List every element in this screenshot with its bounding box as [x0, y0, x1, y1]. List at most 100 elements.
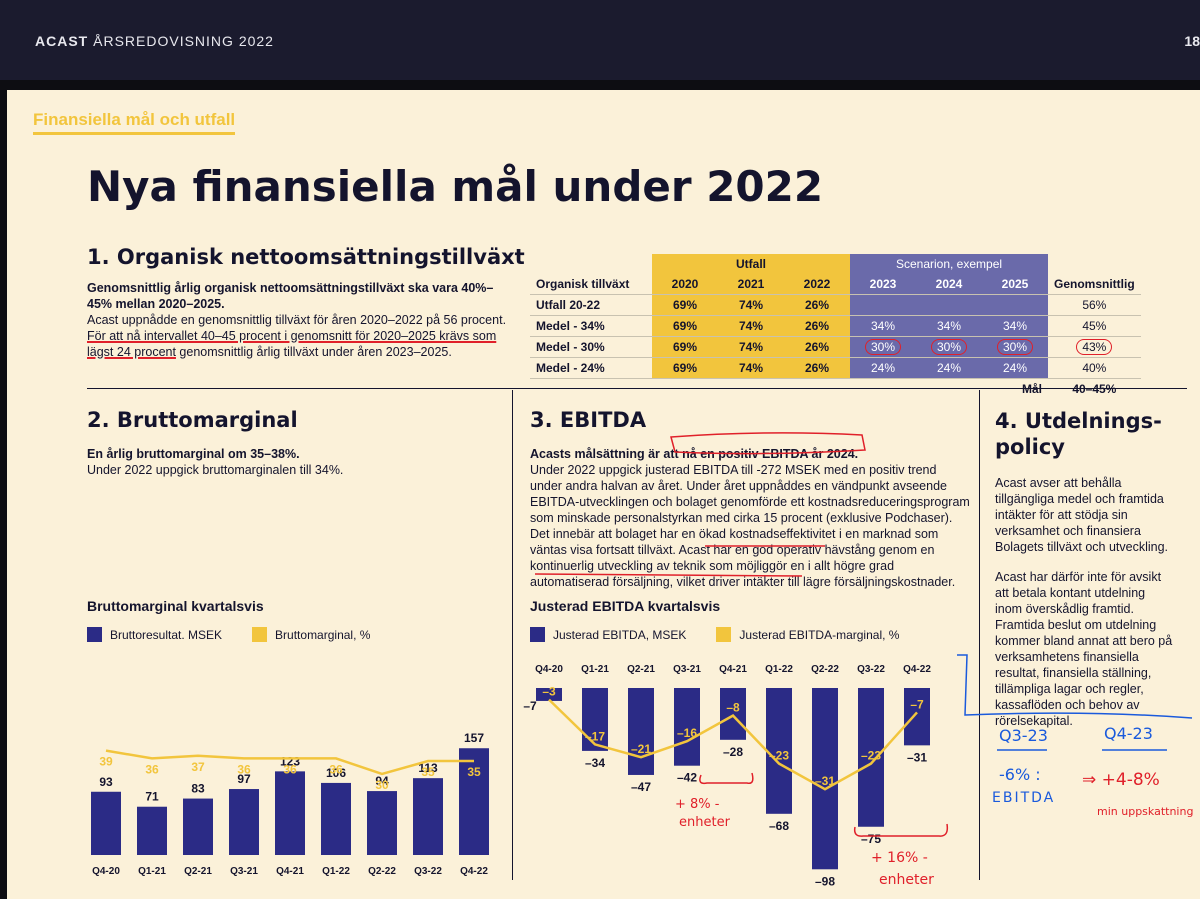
- group-utfall: Utfall: [652, 254, 850, 274]
- goal-value: 40–45%: [1072, 382, 1117, 396]
- ebitda-margin-value-label: –16: [677, 726, 697, 740]
- x-tick-label: Q4-22: [460, 866, 488, 877]
- chart1-legend: Bruttoresultat. MSEK Bruttomarginal, %: [87, 627, 370, 642]
- avg-header: Genomsnittlig: [1048, 274, 1141, 295]
- gross-profit-bar: [137, 806, 167, 855]
- ebitda-bar: [904, 688, 930, 746]
- ebitda-bar: [812, 688, 838, 870]
- divider: [512, 390, 513, 880]
- bar-value-label: 97: [237, 772, 251, 786]
- x-tick-label: Q2-22: [811, 664, 839, 675]
- ink-note: min uppskattning: [1097, 805, 1194, 818]
- margin-line: [105, 749, 474, 776]
- year-header: 2022: [784, 274, 850, 295]
- x-tick-label: Q1-22: [322, 866, 350, 877]
- ebitda-margin-value-label: –17: [585, 729, 605, 743]
- ink-q4: Q4-23: [1104, 724, 1153, 743]
- bar-value-label: 71: [145, 790, 159, 804]
- top-bar: ACAST ÅRSREDOVISNING 2022 18: [0, 0, 1200, 80]
- x-tick-label: Q3-21: [230, 866, 258, 877]
- gross-profit-bar: [183, 798, 213, 855]
- year-header: 2024: [916, 274, 982, 295]
- ink-annotations: [534, 432, 1193, 837]
- x-tick-label: Q1-21: [581, 664, 609, 675]
- ink-plus16a: + 16% -: [871, 850, 928, 866]
- chart2-title: Justerad EBITDA kvartalsvis: [530, 598, 721, 614]
- goal-row: Mål 40–45%: [530, 379, 1141, 400]
- bar-value-label: 94: [375, 774, 389, 788]
- bar-value-label: 113: [418, 761, 438, 775]
- section4-text: Acast avser att behålla tillgängliga med…: [995, 476, 1173, 728]
- bar-value-label: 83: [191, 782, 205, 796]
- chart1-title: Bruttomarginal kvartalsvis: [87, 598, 264, 614]
- ebitda-bar: [536, 688, 562, 701]
- ebitda-margin-value-label: –23: [861, 749, 881, 763]
- ink-bracket: [853, 823, 949, 837]
- margin-value-label: 30: [375, 778, 389, 792]
- bar-value-label: –34: [585, 756, 605, 770]
- ebitda-margin-value-label: –23: [769, 749, 789, 763]
- ebitda-bar: [766, 688, 792, 814]
- bar-value-label: 93: [99, 775, 113, 789]
- legend-swatch: [716, 627, 732, 642]
- section-tag: Finansiella mål och utfall: [33, 110, 236, 135]
- gross-profit-bar: [275, 771, 305, 855]
- table-row: Utfall 20-22 69% 74% 26% 56%: [530, 294, 1141, 316]
- ink-plus16b: enheter: [879, 872, 934, 888]
- ebitda-bar: [858, 688, 884, 827]
- ebitda-margin-value-label: –8: [726, 701, 740, 715]
- x-tick-label: Q4-20: [535, 664, 563, 675]
- x-tick-label: Q2-22: [368, 866, 396, 877]
- ebitda-bar: [674, 688, 700, 766]
- ink-m1: -6% :: [999, 765, 1041, 784]
- ink-arrow: ⇒ +4-8%: [1082, 770, 1160, 790]
- ink-plus8b: enheter: [679, 815, 730, 830]
- year-header: 2020: [652, 274, 718, 295]
- gross-profit-bar: [367, 791, 397, 855]
- bar-value-label: –68: [769, 819, 789, 833]
- ink-plus8a: + 8% -: [675, 797, 720, 812]
- x-tick-label: Q2-21: [184, 866, 212, 877]
- margin-value-label: 35: [421, 765, 435, 779]
- bar-value-label: –47: [631, 780, 651, 794]
- bar-value-label: 157: [464, 731, 484, 745]
- margin-value-label: 35: [467, 765, 481, 779]
- section1-bold: Genomsnittlig årlig organisk nettoomsätt…: [87, 281, 494, 311]
- section1-heading: 1. Organisk nettoomsättningstillväxt: [87, 245, 525, 269]
- ink-blue-line: [957, 654, 1193, 719]
- ebitda-bar: [628, 688, 654, 775]
- table-row: Medel - 24% 69% 74% 26% 24% 24% 24% 40%: [530, 357, 1141, 379]
- gross-profit-bar: [459, 748, 489, 855]
- bar-value-label: –7: [523, 699, 537, 713]
- ink-q3: Q3-23: [999, 726, 1048, 745]
- margin-value-label: 36: [329, 762, 343, 776]
- section2-heading: 2. Bruttomarginal: [87, 408, 298, 432]
- margin-value-label: 37: [191, 760, 205, 774]
- divider: [979, 390, 980, 880]
- col-label: Organisk tillväxt: [530, 274, 652, 295]
- ebitda-bar: [720, 688, 746, 740]
- ebitda-margin-value-label: –3: [542, 685, 556, 699]
- section2-text: En årlig bruttomarginal om 35–38%. Under…: [87, 447, 344, 477]
- chart2-legend: Justerad EBITDA, MSEK Justerad EBITDA-ma…: [530, 627, 899, 642]
- ebitda-bar: [582, 688, 608, 751]
- goal-label: Mål: [1021, 382, 1042, 396]
- bar-value-label: –28: [723, 745, 743, 759]
- bar-value-label: –42: [677, 771, 697, 785]
- margin-value-label: 36: [145, 762, 159, 776]
- x-tick-label: Q1-21: [138, 866, 166, 877]
- margin-value-label: 36: [237, 762, 251, 776]
- x-tick-label: Q1-22: [765, 664, 793, 675]
- x-tick-label: Q3-22: [857, 664, 885, 675]
- x-tick-label: Q4-22: [903, 664, 931, 675]
- x-tick-label: Q3-22: [414, 866, 442, 877]
- x-tick-label: Q2-21: [627, 664, 655, 675]
- section3-text: Acasts målsättning är att nå en positiv …: [530, 447, 970, 589]
- legend-swatch: [87, 627, 102, 642]
- year-header: 2023: [850, 274, 916, 295]
- ebitda-margin-value-label: –31: [815, 774, 835, 788]
- group-scenario: Scenarion, exempel: [850, 254, 1048, 274]
- section1-p2-underlined: För att nå intervallet 40–45 procent i g…: [87, 329, 497, 359]
- page-number: 18: [1184, 33, 1200, 49]
- section4-heading: 4. Utdelnings-policy: [995, 409, 1162, 459]
